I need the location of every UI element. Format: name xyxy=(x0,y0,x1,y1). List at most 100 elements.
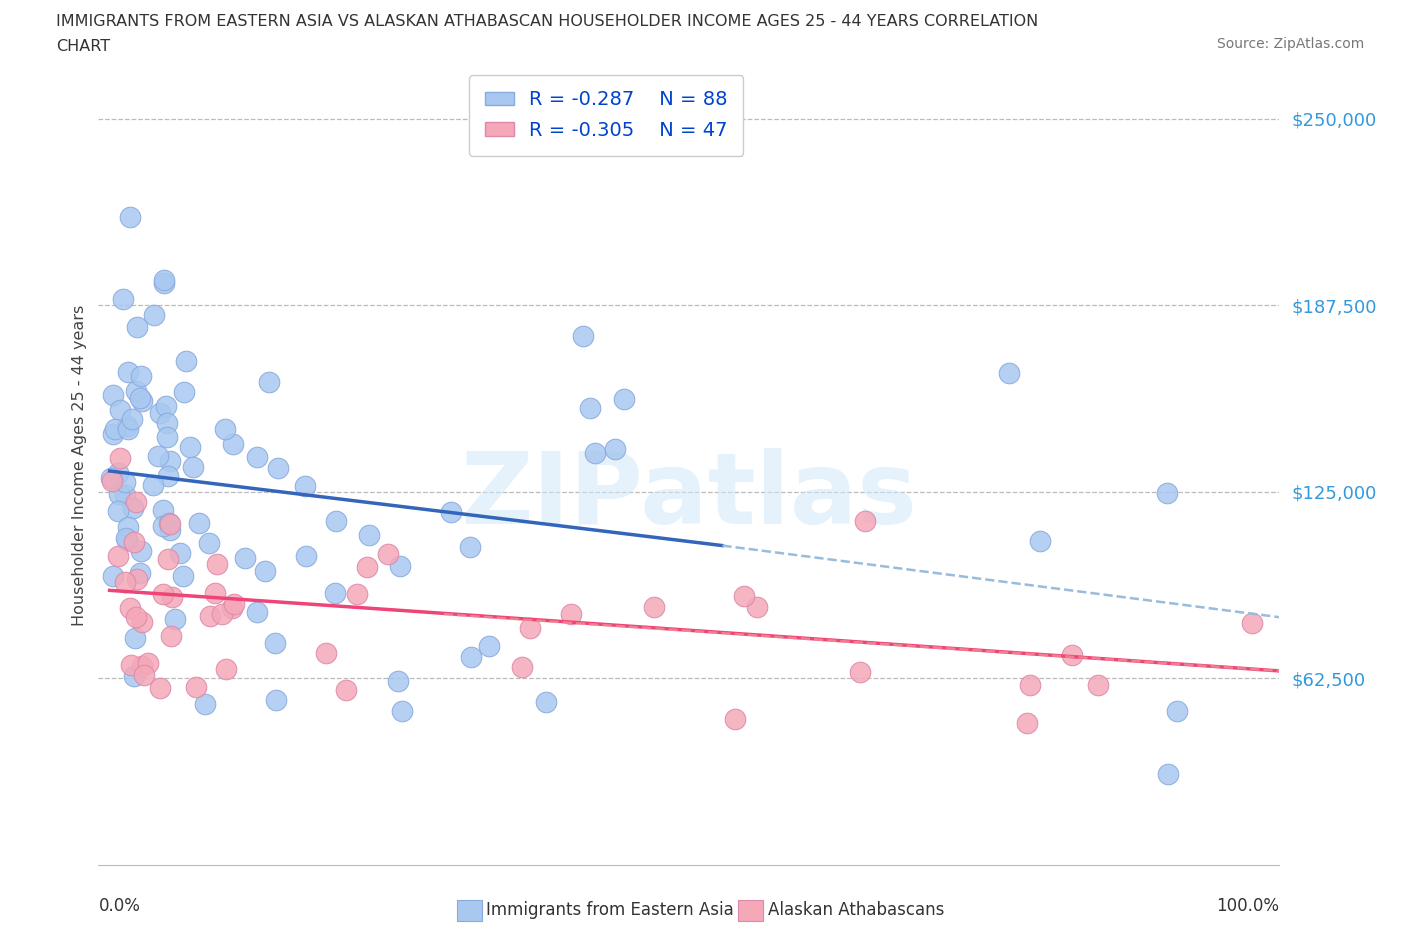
Point xyxy=(603,441,626,456)
Point xyxy=(142,478,165,493)
Point xyxy=(129,544,152,559)
Point xyxy=(643,600,665,615)
Point xyxy=(377,547,399,562)
Point xyxy=(198,535,221,550)
Point xyxy=(125,495,148,510)
Point xyxy=(159,454,181,469)
Point xyxy=(315,645,337,660)
Point xyxy=(143,308,166,323)
Point xyxy=(1029,534,1052,549)
Point xyxy=(1157,766,1180,781)
Point xyxy=(117,520,139,535)
Text: Immigrants from Eastern Asia: Immigrants from Eastern Asia xyxy=(486,900,734,919)
Point xyxy=(853,514,876,529)
Text: Alaskan Athabascans: Alaskan Athabascans xyxy=(768,900,943,919)
Point xyxy=(294,478,316,493)
Point xyxy=(519,620,541,635)
Point xyxy=(204,585,226,600)
Point xyxy=(222,596,245,611)
Point xyxy=(387,674,409,689)
Text: Source: ZipAtlas.com: Source: ZipAtlas.com xyxy=(1216,37,1364,51)
Point xyxy=(101,473,124,488)
Point xyxy=(724,711,747,726)
Point xyxy=(183,459,205,474)
Y-axis label: Householder Income Ages 25 - 44 years: Householder Income Ages 25 - 44 years xyxy=(72,304,87,626)
Point xyxy=(108,403,131,418)
Point xyxy=(1018,677,1040,692)
Point xyxy=(613,392,636,406)
Point xyxy=(157,515,180,530)
Point xyxy=(510,660,533,675)
Point xyxy=(205,556,228,571)
Point xyxy=(122,669,145,684)
Point xyxy=(246,450,269,465)
Point xyxy=(1087,678,1109,693)
Point xyxy=(122,535,145,550)
Point xyxy=(233,551,256,565)
Point xyxy=(1241,616,1264,631)
Point xyxy=(295,549,318,564)
Point xyxy=(335,683,357,698)
Text: ZIPatlas: ZIPatlas xyxy=(461,448,917,546)
Point xyxy=(215,661,238,676)
Point xyxy=(101,426,124,441)
Point xyxy=(129,391,152,405)
Point xyxy=(132,668,155,683)
Point xyxy=(1166,703,1188,718)
Legend: R = -0.287    N = 88, R = -0.305    N = 47: R = -0.287 N = 88, R = -0.305 N = 47 xyxy=(470,74,744,155)
Point xyxy=(107,466,129,481)
Point xyxy=(179,440,201,455)
Point xyxy=(583,445,606,460)
Point xyxy=(357,528,380,543)
Point xyxy=(1156,485,1178,500)
Point xyxy=(152,272,174,287)
Point xyxy=(998,365,1021,380)
Point xyxy=(107,549,129,564)
Point xyxy=(100,470,122,485)
Point xyxy=(159,523,181,538)
Point xyxy=(125,320,148,335)
Point xyxy=(131,658,153,673)
Text: IMMIGRANTS FROM EASTERN ASIA VS ALASKAN ATHABASCAN HOUSEHOLDER INCOME AGES 25 - : IMMIGRANTS FROM EASTERN ASIA VS ALASKAN … xyxy=(56,14,1039,29)
Text: 0.0%: 0.0% xyxy=(98,897,141,915)
Point xyxy=(160,590,183,604)
Point xyxy=(534,695,557,710)
Point xyxy=(114,574,136,589)
Point xyxy=(107,503,129,518)
Point xyxy=(120,210,142,225)
Point xyxy=(159,517,181,532)
Point xyxy=(115,418,138,433)
Point xyxy=(259,374,281,389)
Point xyxy=(114,487,136,502)
Point xyxy=(733,589,755,604)
Point xyxy=(101,569,124,584)
Point xyxy=(101,388,124,403)
Point xyxy=(114,474,136,489)
Point xyxy=(108,487,131,502)
Point xyxy=(117,421,139,436)
Point xyxy=(120,658,142,672)
Point xyxy=(478,639,501,654)
Point xyxy=(127,572,149,587)
Point xyxy=(114,530,136,545)
Point xyxy=(460,650,482,665)
Point xyxy=(198,608,221,623)
Point xyxy=(267,461,290,476)
Point xyxy=(148,449,170,464)
Point xyxy=(173,384,195,399)
Point xyxy=(155,416,177,431)
Point xyxy=(263,636,285,651)
Point xyxy=(115,533,138,548)
Point xyxy=(246,604,269,619)
Point xyxy=(169,546,191,561)
Text: 100.0%: 100.0% xyxy=(1216,897,1279,915)
Point xyxy=(156,430,179,445)
Point xyxy=(124,631,146,645)
Point xyxy=(152,275,174,290)
Point xyxy=(440,505,463,520)
Point xyxy=(458,539,481,554)
Point xyxy=(560,607,582,622)
Point xyxy=(325,514,347,529)
Point xyxy=(104,422,127,437)
Point xyxy=(849,665,872,680)
